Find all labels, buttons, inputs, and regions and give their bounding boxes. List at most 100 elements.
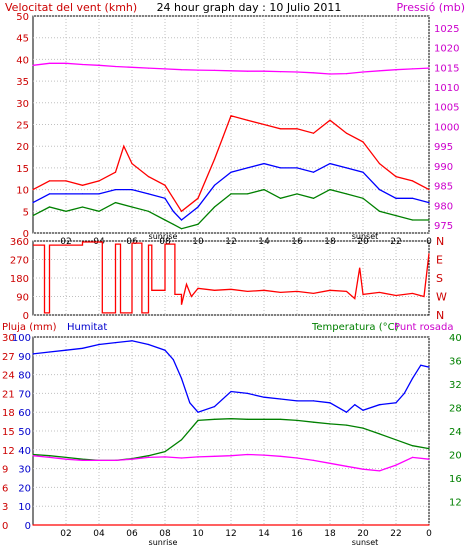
temperature-axis: 12 16 20 24 28 32 36 40 xyxy=(449,333,462,509)
time-tick-label: 06 xyxy=(126,529,138,539)
dewpoint-point xyxy=(411,456,414,458)
humidity-tick-label: 50 xyxy=(18,427,31,438)
avg-point xyxy=(279,167,282,169)
low-point xyxy=(411,219,414,221)
pressure-point xyxy=(362,71,364,73)
humidity-point xyxy=(32,353,34,355)
time-tick-label: 18 xyxy=(324,529,336,539)
temperature-point xyxy=(48,455,51,457)
gust-point xyxy=(279,128,282,130)
pressure-point xyxy=(378,70,381,72)
rain-tick-label: 9 xyxy=(2,465,8,476)
wind-speed-tick-label: 25 xyxy=(16,121,29,132)
time-tick-label: 08 xyxy=(159,529,171,539)
dewpoint-point xyxy=(263,454,265,456)
pressure-tick-label: 980 xyxy=(434,201,453,212)
time-tick-label: 0 xyxy=(426,529,432,539)
pressure-point xyxy=(180,69,183,71)
temperature-point xyxy=(428,448,430,450)
humidity-point xyxy=(114,342,117,344)
gust-point xyxy=(345,132,348,134)
gust-point xyxy=(172,197,174,199)
pressure-point xyxy=(48,62,51,64)
sunrise-label: sunrise xyxy=(149,232,178,241)
pressure-point xyxy=(345,73,348,75)
wind-speed-title: Velocitat del vent (kmh) xyxy=(5,1,137,14)
humidity-point xyxy=(420,364,422,366)
low-point xyxy=(98,210,100,212)
dewpoint-point xyxy=(32,455,34,457)
pressure-title: Pressió (mb) xyxy=(396,1,465,14)
avg-point xyxy=(329,163,331,165)
humidity-point xyxy=(296,400,298,402)
temperature-point xyxy=(296,419,298,421)
avg-point xyxy=(180,219,183,221)
compass-label: S xyxy=(436,272,443,285)
avg-point xyxy=(345,167,348,169)
pressure-point xyxy=(32,64,34,66)
temperature-tick-label: 36 xyxy=(449,357,462,368)
gust-point xyxy=(378,163,381,165)
dewpoint-point xyxy=(213,455,216,457)
low-point xyxy=(246,193,249,195)
temperature-tick-label: 12 xyxy=(449,498,462,509)
direction-tick-label: 270 xyxy=(10,256,29,267)
gust-point xyxy=(395,176,397,178)
humidity-tick-label: 100 xyxy=(12,333,31,344)
humidity-tick-label: 20 xyxy=(18,483,31,494)
humidity-point xyxy=(197,411,199,413)
humidity-point xyxy=(147,343,150,346)
temperature-point xyxy=(345,424,348,426)
rain-tick-label: 12 xyxy=(2,446,15,457)
humidity-tick-label: 80 xyxy=(18,371,31,382)
time-tick-label: 02 xyxy=(60,529,71,539)
dewpoint-point xyxy=(312,459,315,461)
compass-label: N xyxy=(436,235,444,248)
temperature-tick-label: 16 xyxy=(449,474,462,485)
pressure-point xyxy=(263,70,265,72)
dewpoint-point xyxy=(296,457,298,459)
sunset-label-bottom: sunset xyxy=(352,538,379,547)
dewpoint-point xyxy=(147,456,150,458)
low-point xyxy=(296,193,298,195)
humidity-point xyxy=(230,390,232,393)
low-point xyxy=(48,206,51,208)
temperature-point xyxy=(246,418,249,420)
gust-point xyxy=(32,189,34,191)
avg-point xyxy=(213,184,216,186)
dewpoint-point xyxy=(98,459,100,461)
humidity-point xyxy=(395,402,397,404)
rain-tick-label: 24 xyxy=(2,371,15,382)
temperature-tick-label: 32 xyxy=(449,380,462,391)
gust-point xyxy=(428,189,430,191)
avg-point xyxy=(312,171,315,173)
gust-point xyxy=(65,180,67,182)
humidity-point xyxy=(48,351,51,353)
gust-line xyxy=(32,115,430,213)
humidity-title: Humitat xyxy=(67,322,107,333)
temperature-point xyxy=(213,418,216,420)
humidity-tick-label: 30 xyxy=(18,465,31,476)
humidity-point xyxy=(411,377,414,379)
humidity-point xyxy=(131,340,133,342)
dewpoint-point xyxy=(345,465,348,467)
wind-pressure-series xyxy=(32,62,430,230)
temperature-point xyxy=(164,451,166,453)
wind-speed-tick-label: 45 xyxy=(16,34,29,45)
humidity-point xyxy=(263,396,265,398)
humidity-point xyxy=(189,402,191,404)
wind-speed-tick-label: 30 xyxy=(16,99,29,110)
avg-point xyxy=(395,197,397,199)
low-point xyxy=(378,210,381,212)
temperature-point xyxy=(230,418,232,420)
sunrise-label-bottom: sunrise xyxy=(149,538,178,547)
pressure-tick-label: 985 xyxy=(434,182,453,193)
temperature-point xyxy=(263,418,265,420)
humidity-point xyxy=(354,404,356,406)
humidity-point xyxy=(329,402,331,404)
humidity-point xyxy=(345,411,348,413)
avg-point xyxy=(147,193,150,195)
